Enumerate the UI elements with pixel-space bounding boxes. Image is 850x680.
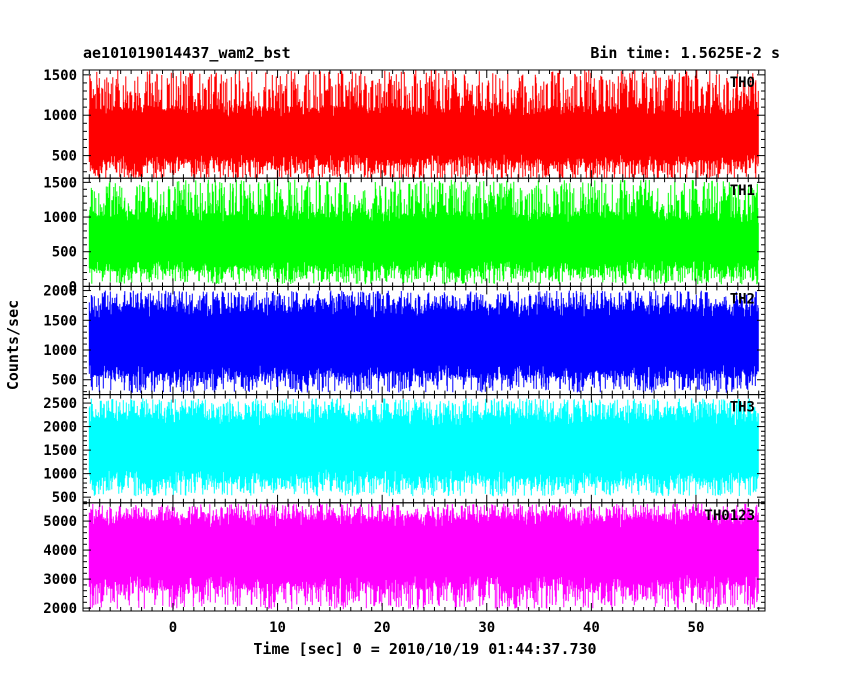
panel-label: TH0 (730, 75, 755, 91)
x-axis: 0 10 20 30 40 50 (169, 620, 705, 636)
y-tick-label: 4000 (43, 543, 77, 559)
x-tick-label: 10 (269, 620, 286, 636)
x-axis-title: Time [sec] 0 = 2010/10/19 01:44:37.730 (253, 640, 596, 658)
y-tick-label: 2000 (43, 601, 77, 617)
panel-th2: 500 1000 1500 2000 TH2 (43, 284, 766, 396)
x-tick-label: 20 (374, 620, 391, 636)
y-tick-label: 3000 (43, 572, 77, 588)
y-tick-label: 1000 (43, 467, 77, 483)
x-tick-label: 0 (169, 620, 177, 636)
y-axis-title: Counts/sec (4, 300, 22, 390)
y-tick-label: 500 (52, 373, 77, 389)
panel-th0: 500 1000 1500 TH0 (43, 68, 766, 179)
panel-label: TH1 (730, 183, 755, 199)
panel-th0123: 2000 3000 4000 5000 TH0123 (43, 502, 766, 617)
y-tick-label: 1500 (43, 443, 77, 459)
y-tick-label: 2000 (43, 284, 77, 300)
series-trace-th0123 (88, 503, 759, 610)
panel-label: TH2 (730, 291, 755, 307)
panel-th1: 0 500 1000 1500 TH1 (43, 175, 766, 295)
y-tick-label: 2500 (43, 396, 77, 412)
y-tick-label: 1500 (43, 313, 77, 329)
panel-label: TH3 (730, 400, 755, 416)
y-tick-label: 500 (52, 245, 77, 261)
y-tick-label: 0 (69, 279, 77, 295)
y-tick-label: 5000 (43, 514, 77, 530)
series-trace-th1 (88, 179, 759, 285)
panel-th3: 500 1000 1500 2000 2500 TH3 (43, 394, 766, 506)
y-tick-label: 2000 (43, 420, 77, 436)
y-tick-label: 1500 (43, 175, 77, 191)
y-tick-label: 1500 (43, 68, 77, 84)
series-trace-th3 (88, 398, 759, 497)
bin-time-label: Bin time: 1.5625E-2 s (590, 44, 780, 62)
x-tick-label: 50 (688, 620, 705, 636)
panel-label: TH0123 (704, 508, 755, 524)
y-tick-label: 500 (52, 149, 77, 165)
x-tick-label: 30 (478, 620, 495, 636)
series-trace-th0 (88, 70, 759, 179)
series-trace-th2 (88, 290, 759, 393)
x-tick-label: 40 (583, 620, 600, 636)
chart-title: ae101019014437_wam2_bst (83, 44, 291, 62)
panels: 500 1000 1500 TH0 0 500 1000 1500 TH1 500 1000 1500… (43, 68, 766, 617)
y-tick-label: 500 (52, 490, 77, 506)
y-tick-label: 1000 (43, 343, 77, 359)
y-tick-label: 1000 (43, 210, 77, 226)
y-tick-label: 1000 (43, 108, 77, 124)
